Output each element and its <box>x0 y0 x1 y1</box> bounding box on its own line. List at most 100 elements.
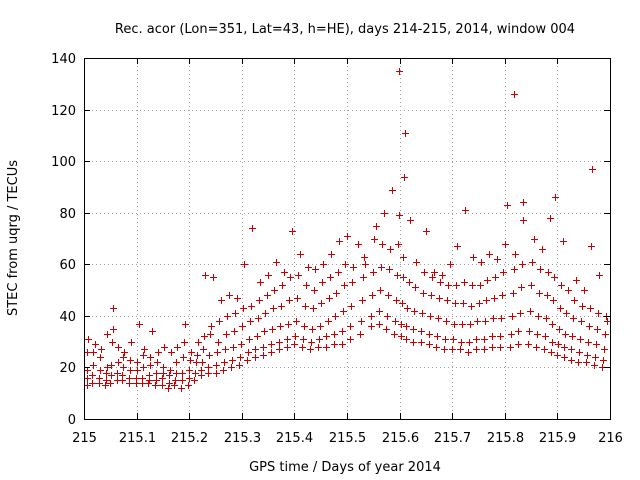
data-point <box>454 243 461 250</box>
data-point <box>103 370 110 377</box>
data-point <box>376 308 383 315</box>
data-point <box>104 364 111 371</box>
data-point <box>213 370 220 377</box>
data-point <box>317 323 324 330</box>
data-point <box>325 318 332 325</box>
data-point <box>403 323 410 330</box>
data-point <box>387 246 394 253</box>
data-point <box>604 318 611 325</box>
data-point <box>578 318 585 325</box>
data-point <box>466 339 473 346</box>
data-point <box>474 318 481 325</box>
data-point <box>174 344 181 351</box>
data-point <box>426 331 433 338</box>
data-point <box>182 321 189 328</box>
data-point <box>465 349 472 356</box>
data-point <box>109 339 116 346</box>
data-point <box>333 290 340 297</box>
data-point <box>178 385 185 392</box>
data-point <box>166 372 173 379</box>
data-point <box>289 228 296 235</box>
data-point <box>97 367 104 374</box>
y-axis-ticks: 0 20 40 60 80 100 120 140 <box>51 52 610 428</box>
data-point <box>452 300 459 307</box>
data-point <box>228 364 235 371</box>
data-point <box>224 313 231 320</box>
data-point <box>134 367 141 374</box>
data-point <box>373 223 380 230</box>
data-point <box>115 344 122 351</box>
data-point <box>284 344 291 351</box>
data-point <box>557 305 564 312</box>
data-point <box>236 362 243 369</box>
data-point <box>551 274 558 281</box>
data-point <box>244 357 251 364</box>
data-point <box>445 282 452 289</box>
data-point <box>399 300 406 307</box>
data-point <box>592 354 599 361</box>
data-point <box>207 331 214 338</box>
data-point <box>119 372 126 379</box>
data-point <box>434 333 441 340</box>
data-point <box>292 333 299 340</box>
data-point <box>537 266 544 273</box>
x-tick-label: 215.5 <box>329 431 366 446</box>
data-point <box>199 359 206 366</box>
data-point <box>498 315 505 322</box>
data-point <box>394 272 401 279</box>
data-point <box>89 372 96 379</box>
data-point <box>153 377 160 384</box>
data-point <box>585 339 592 346</box>
data-point <box>332 313 339 320</box>
data-point <box>240 305 247 312</box>
data-point <box>120 364 127 371</box>
data-point <box>316 336 323 343</box>
data-point <box>579 303 586 310</box>
data-point <box>441 346 448 353</box>
data-point <box>386 266 393 273</box>
data-point <box>198 367 205 374</box>
data-point <box>222 346 229 353</box>
data-point <box>115 359 122 366</box>
data-point <box>134 359 141 366</box>
data-point <box>303 282 310 289</box>
data-point <box>194 352 201 359</box>
data-point <box>392 318 399 325</box>
data-point <box>323 333 330 340</box>
data-point <box>331 341 338 348</box>
x-tick-label: 215.7 <box>434 431 471 446</box>
data-point <box>239 323 246 330</box>
data-point <box>568 346 575 353</box>
data-point <box>179 370 186 377</box>
x-tick-label: 215.8 <box>487 431 524 446</box>
data-point <box>247 318 254 325</box>
data-point <box>593 341 600 348</box>
data-point <box>268 349 275 356</box>
data-point <box>401 174 408 181</box>
data-point <box>398 321 405 328</box>
data-point <box>583 359 590 366</box>
data-point <box>213 362 220 369</box>
data-point <box>226 292 233 299</box>
data-point <box>477 282 484 289</box>
data-point <box>428 292 435 299</box>
data-point <box>517 310 524 317</box>
x-tick-label: 215.2 <box>171 431 208 446</box>
data-point <box>286 297 293 304</box>
data-point <box>114 370 121 377</box>
data-point <box>237 354 244 361</box>
data-point <box>511 91 518 98</box>
data-point <box>230 344 237 351</box>
data-point <box>273 259 280 266</box>
data-point <box>187 357 194 364</box>
data-point <box>84 367 91 374</box>
data-point <box>208 323 215 330</box>
data-point <box>98 346 105 353</box>
data-point <box>167 367 174 374</box>
data-point <box>478 259 485 266</box>
data-point <box>591 362 598 369</box>
x-tick-label: 215.4 <box>276 431 313 446</box>
data-point <box>265 272 272 279</box>
data-point <box>276 346 283 353</box>
data-point <box>260 352 267 359</box>
